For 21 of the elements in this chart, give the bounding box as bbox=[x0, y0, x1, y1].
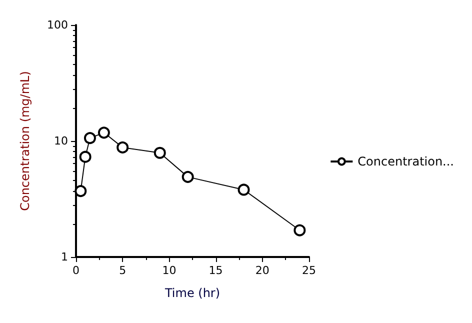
point bbox=[74, 185, 87, 198]
y-tick-label: 1 bbox=[61, 250, 68, 264]
point bbox=[238, 184, 250, 196]
y-tick-label: 100 bbox=[47, 18, 68, 32]
point bbox=[84, 132, 96, 144]
x-tick-label: 10 bbox=[162, 264, 176, 277]
legend-label: Concentration... bbox=[358, 154, 454, 168]
point bbox=[294, 224, 306, 236]
x-tick-label: 5 bbox=[119, 264, 126, 277]
y-axis-title: Concentration (mg/mL) bbox=[18, 71, 32, 211]
x-tick-label: 25 bbox=[302, 264, 316, 277]
x-tick-label: 0 bbox=[72, 264, 80, 277]
x-tick-label: 20 bbox=[255, 264, 270, 277]
point bbox=[182, 170, 194, 183]
y-tick-label: 10 bbox=[54, 134, 68, 148]
point bbox=[79, 150, 92, 163]
point bbox=[116, 141, 129, 154]
point bbox=[154, 146, 166, 159]
x-axis-title: Time (hr) bbox=[164, 286, 220, 300]
x-tick-label: 15 bbox=[208, 264, 223, 277]
point bbox=[98, 126, 110, 139]
